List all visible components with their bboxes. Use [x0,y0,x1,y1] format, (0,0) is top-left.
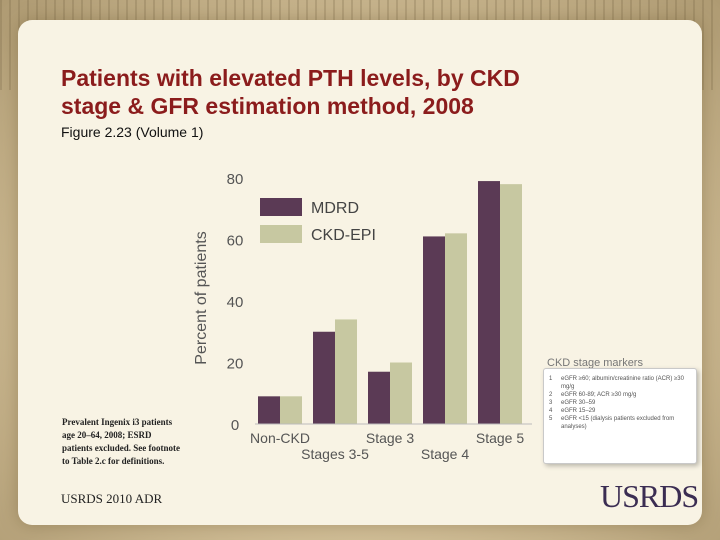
x-tick-label: Stage 3 [366,430,414,446]
stage-marker-number: 2 [549,392,553,398]
stage-marker-text: eGFR 60-89; ACR ≥30 mg/g [561,392,637,398]
stage-marker-text: eGFR 15–29 [561,408,596,414]
y-tick-label: 20 [227,356,244,373]
y-tick-label: 60 [227,233,244,250]
legend-swatch [260,225,302,243]
bar-mdrd [368,371,390,424]
stage-marker-number: 1 [549,376,553,382]
slide-title: Patients with elevated PTH levels, by CK… [61,64,520,120]
stage-marker-item: 3 eGFR 30–59 [549,399,694,407]
bar-mdrd [258,396,280,424]
y-tick-label: 40 [227,294,244,311]
slide-title-line-2: stage & GFR estimation method, 2008 [61,93,474,119]
legend-label: CKD-EPI [311,227,376,244]
stage-markers-box [543,368,697,464]
stage-marker-number: 4 [549,408,553,414]
bar-ckd-epi [390,362,412,424]
bar-ckd-epi [445,233,467,424]
y-tick-label: 0 [231,417,239,434]
y-tick-label: 80 [227,171,244,188]
stage-marker-item: 1 eGFR ≥60; albumin/creatinine ratio (ACR… [549,375,694,391]
footnote: Prevalent Ingenix i3 patients age 20–64,… [62,417,180,466]
x-tick-label: Stage 4 [421,446,469,462]
legend-label: MDRD [311,200,359,217]
legend-swatch [260,198,302,216]
footer-text: USRDS 2010 ADR [61,491,163,506]
stage-marker-item: 4 eGFR 15–29 [549,407,694,415]
bar-mdrd [478,181,500,424]
bar-ckd-epi [335,319,357,424]
x-tick-label: Stages 3-5 [301,446,369,462]
usrds-logo: USRDS [600,478,699,514]
stage-marker-text: eGFR <15 (dialysis patients excluded fro… [561,416,675,430]
stage-marker-number: 5 [549,416,553,422]
stage-markers-list: 1 eGFR ≥60; albumin/creatinine ratio (ACR… [549,375,694,431]
stage-marker-text: eGFR 30–59 [561,400,596,406]
stage-marker-text: eGFR ≥60; albumin/creatinine ratio (ACR)… [561,376,684,390]
stage-marker-number: 3 [549,400,553,406]
bar-mdrd [423,236,445,424]
stage-markers-title: CKD stage markers [545,357,645,369]
x-tick-label: Non-CKD [250,430,310,446]
bar-mdrd [313,331,335,424]
figure-subtitle: Figure 2.23 (Volume 1) [61,124,204,140]
stage-marker-item: 5 eGFR <15 (dialysis patients excluded fr… [549,415,694,431]
stage-marker-item: 2 eGFR 60-89; ACR ≥30 mg/g [549,391,694,399]
y-axis-label: Percent of patients [193,231,210,364]
bar-ckd-epi [280,396,302,424]
slide-title-line-1: Patients with elevated PTH levels, by CK… [61,65,520,91]
bar-ckd-epi [500,184,522,424]
x-tick-label: Stage 5 [476,430,524,446]
